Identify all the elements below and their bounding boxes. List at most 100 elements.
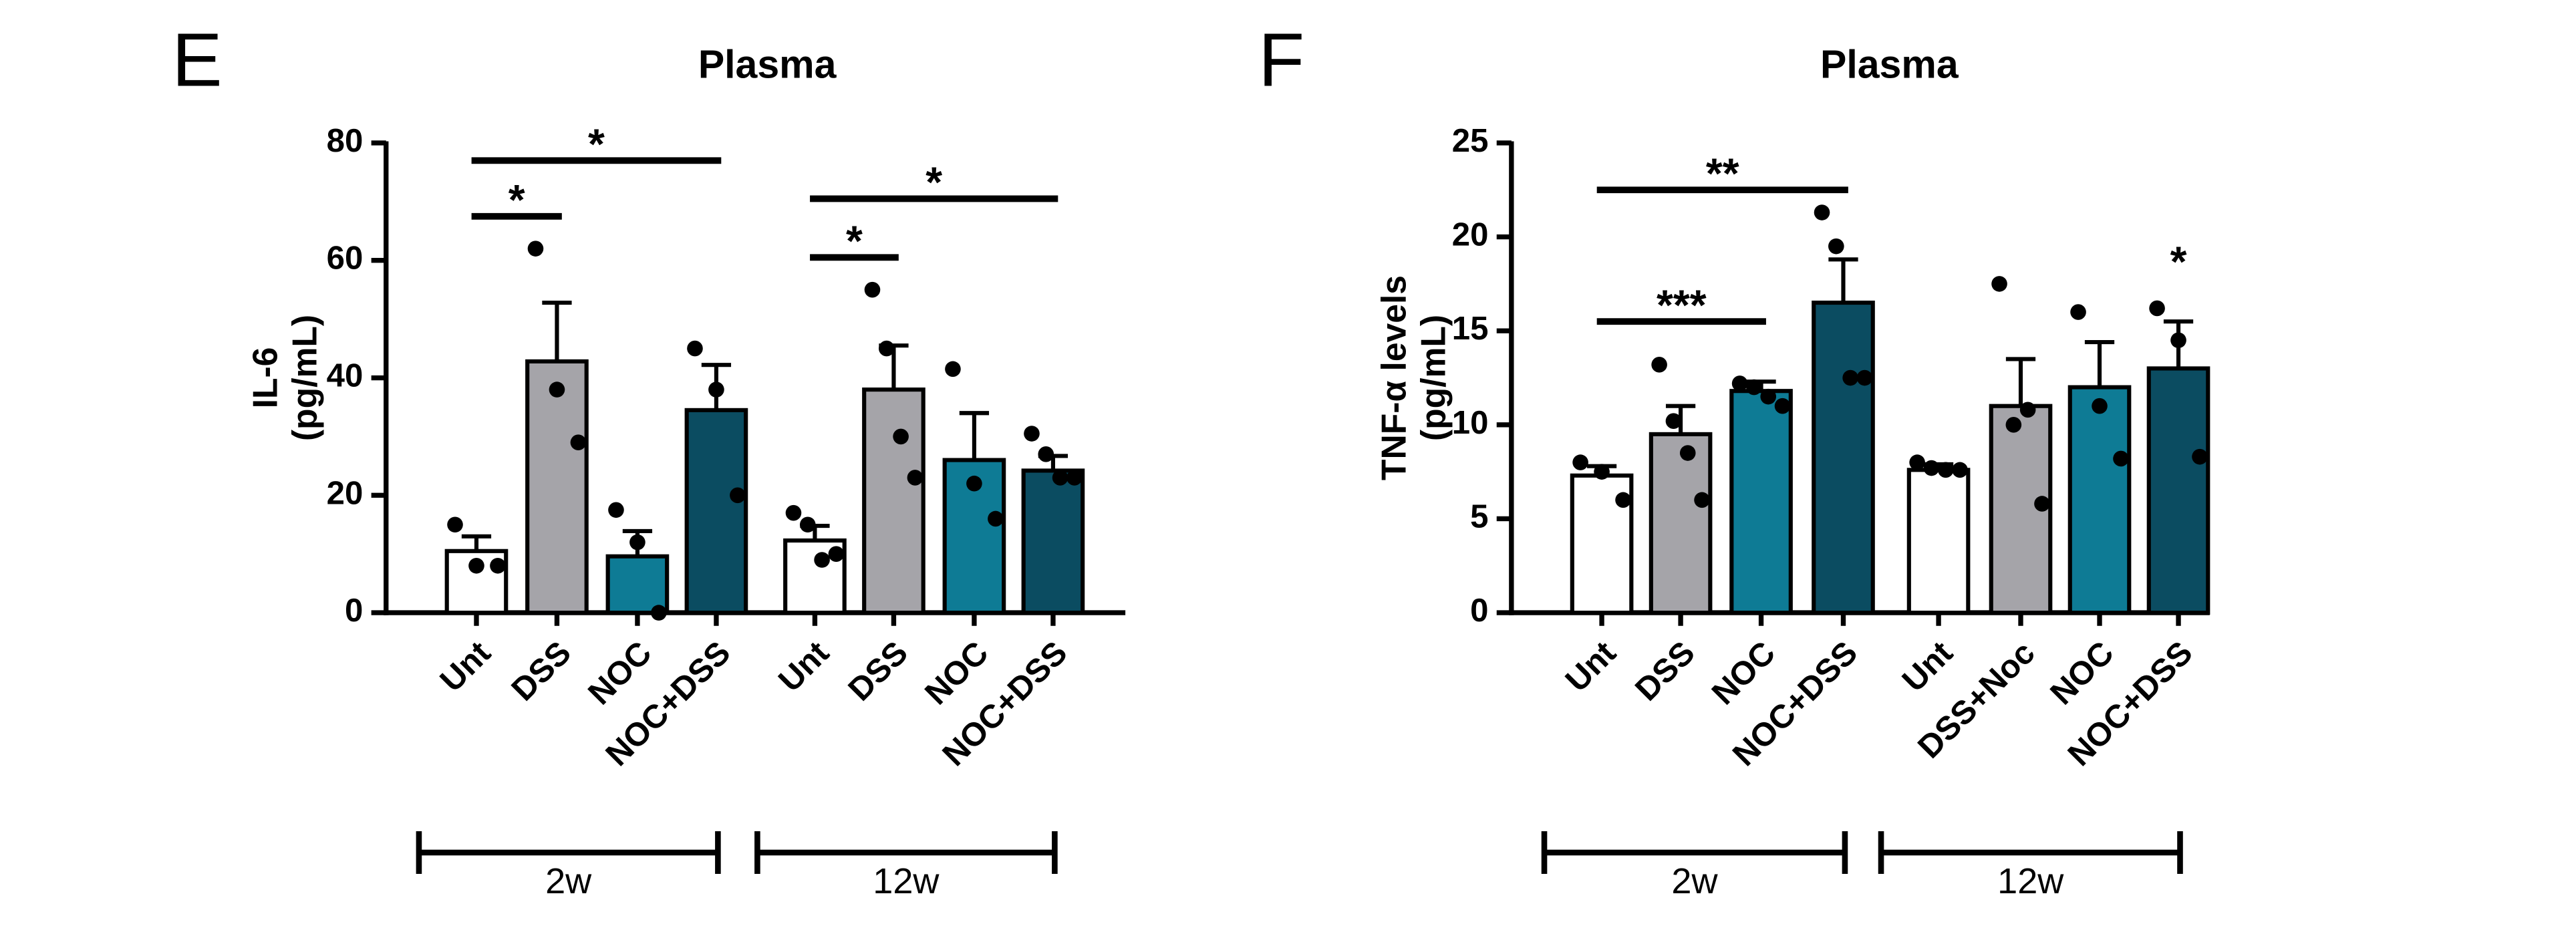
y-tick-label: 5	[1470, 498, 1488, 534]
data-point	[864, 281, 881, 298]
significance-label: *	[2170, 238, 2187, 286]
y-tick-label: 20	[327, 474, 364, 511]
data-point	[1952, 462, 1968, 478]
data-point	[893, 428, 909, 445]
data-point	[708, 381, 724, 398]
data-point	[1694, 492, 1710, 508]
y-tick-label: 15	[1452, 310, 1489, 347]
data-point	[2005, 417, 2022, 433]
data-point	[2070, 304, 2086, 320]
group-label: 12w	[1997, 861, 2064, 901]
y-tick-label: 60	[327, 240, 364, 277]
data-point	[1991, 276, 2007, 292]
data-point	[799, 516, 816, 533]
panel-letter: F	[1258, 17, 1304, 102]
bar	[525, 359, 589, 615]
data-point	[2092, 398, 2108, 414]
data-point	[608, 502, 624, 518]
data-point	[828, 546, 845, 563]
data-point	[1651, 357, 1667, 373]
data-point	[785, 504, 802, 521]
data-point	[1909, 454, 1925, 470]
significance-label: *	[925, 158, 942, 206]
data-point	[468, 557, 484, 574]
group-label: 2w	[545, 861, 592, 901]
x-tick-label: Unt	[433, 634, 498, 699]
y-tick-label: 80	[327, 122, 364, 159]
bar	[1729, 389, 1793, 615]
data-point	[2019, 402, 2036, 418]
data-point	[1856, 369, 1873, 386]
significance-label: *	[588, 120, 605, 168]
x-tick-label: Unt	[1895, 634, 1960, 699]
data-point	[1760, 388, 1777, 405]
data-point	[1572, 454, 1588, 470]
data-point	[907, 470, 923, 486]
x-tick-label: NOC	[1705, 634, 1782, 712]
data-point	[1024, 426, 1040, 442]
data-point	[447, 516, 463, 533]
data-point	[945, 361, 961, 377]
x-tick-label: Unt	[1558, 634, 1623, 699]
data-point	[651, 605, 667, 621]
data-point	[814, 552, 830, 568]
significance-label: ***	[1657, 281, 1707, 329]
data-point	[2170, 332, 2186, 349]
x-tick-label: DSS	[841, 634, 915, 708]
data-point	[687, 340, 703, 357]
y-tick-label: 20	[1452, 216, 1489, 253]
x-tick-label: Unt	[771, 634, 836, 699]
data-point	[988, 510, 1004, 527]
y-tick-label: 10	[1452, 404, 1489, 441]
y-axis-label: TNF-α levels	[1374, 275, 1413, 480]
y-axis-label: (pg/mL)	[285, 315, 323, 441]
bar	[1649, 432, 1713, 615]
data-point	[570, 434, 587, 451]
data-point	[966, 475, 982, 492]
data-point	[1814, 204, 1830, 220]
chart-title: Plasma	[698, 42, 837, 86]
y-tick-label: 0	[1470, 592, 1488, 629]
significance-label: **	[1706, 149, 1739, 197]
data-point	[878, 340, 895, 357]
data-point	[2113, 450, 2129, 467]
bar	[2067, 385, 2132, 615]
bar	[1906, 468, 1971, 615]
data-point	[1066, 470, 1083, 486]
data-point	[1052, 470, 1068, 486]
significance-label: *	[846, 217, 863, 265]
x-tick-label: DSS	[1628, 634, 1701, 708]
group-label: 12w	[873, 861, 940, 901]
x-tick-label: DSS	[505, 634, 578, 708]
bar	[1021, 468, 1085, 615]
significance-label: *	[509, 176, 525, 224]
data-point	[1038, 446, 1054, 462]
data-point	[527, 241, 544, 257]
bar	[684, 408, 748, 615]
data-point	[1746, 379, 1762, 396]
data-point	[1828, 238, 1844, 255]
data-point	[2034, 496, 2050, 512]
data-point	[549, 381, 565, 398]
y-axis-label: IL-6	[245, 347, 284, 409]
data-point	[1937, 462, 1954, 478]
data-point	[629, 534, 646, 551]
data-point	[2149, 300, 2165, 317]
data-point	[1842, 369, 1858, 386]
y-tick-label: 40	[327, 357, 364, 394]
bar	[1812, 300, 1875, 615]
data-point	[1665, 413, 1682, 430]
y-axis-label: (pg/mL)	[1413, 315, 1452, 441]
group-label: 2w	[1671, 861, 1718, 901]
data-point	[1615, 492, 1631, 508]
data-point	[1731, 375, 1748, 392]
data-point	[730, 487, 746, 504]
data-point	[1774, 398, 1791, 414]
data-point	[1594, 464, 1610, 480]
data-point	[490, 557, 506, 574]
data-point	[1923, 460, 1940, 476]
y-tick-label: 0	[345, 592, 363, 629]
bar	[605, 554, 670, 615]
chart-title: Plasma	[1820, 42, 1959, 86]
